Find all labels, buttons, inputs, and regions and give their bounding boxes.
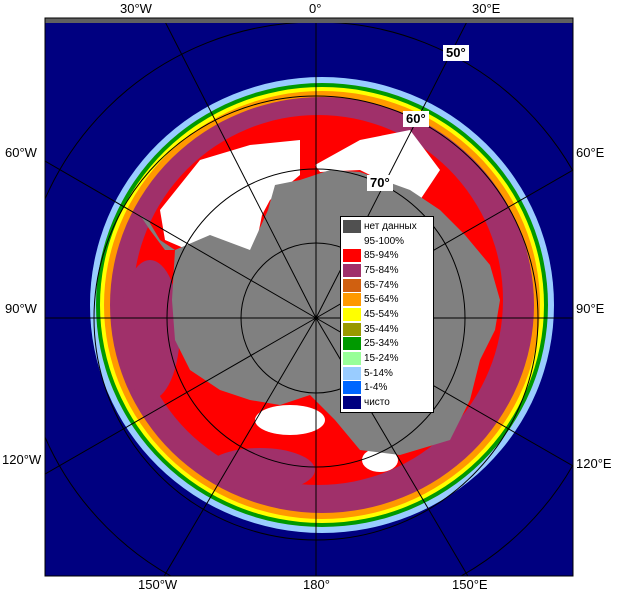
ice-zone-95-100-ross-east [362,448,398,472]
ice-zone-95-100-weddell [160,140,300,255]
legend-item: нет данных [343,219,433,234]
legend-label: 5-14% [364,367,393,379]
legend-label: 15-24% [364,353,399,365]
lat-label-70: 70° [367,175,393,191]
lon-label-90w: 90°W [5,301,37,316]
legend-swatch [343,352,361,366]
legend-swatch [343,263,361,277]
lon-label-180: 180° [303,577,330,592]
legend-label: 25-34% [364,338,399,350]
concentration-legend: нет данных 95-100% 85-94% 75-84% 65-74% 55-64… [340,216,434,413]
legend-item: 5-14% [343,366,433,381]
legend-swatch [343,322,361,336]
legend-swatch [343,366,361,380]
map-frame [44,17,574,577]
legend-item: 35-44% [343,322,433,337]
legend-swatch [343,219,361,233]
legend-item: 75-84% [343,263,433,278]
legend-item: 45-54% [343,307,433,322]
lon-label-60w: 60°W [5,145,37,160]
legend-item: 25-34% [343,337,433,352]
lon-label-120e: 120°E [576,456,612,471]
legend-label: 65-74% [364,279,399,291]
lat-label-50: 50° [443,45,469,61]
lat-label-60: 60° [403,111,429,127]
lon-label-30w: 30°W [120,1,152,16]
legend-item: чисто [343,395,433,410]
antarctic-peninsula [140,215,175,250]
legend-label: 45-54% [364,308,399,320]
legend-swatch [343,249,361,263]
legend-label: 1-4% [364,382,388,394]
ice-zone-95-100-ross [255,405,325,435]
legend-swatch [343,278,361,292]
legend-swatch [343,381,361,395]
legend-label: чисто [364,397,390,409]
frame-top-band [45,18,573,23]
lon-label-30e: 30°E [472,1,501,16]
lon-label-0: 0° [309,1,322,16]
legend-item: 15-24% [343,351,433,366]
legend-item: 1-4% [343,381,433,396]
legend-label: 55-64% [364,294,399,306]
legend-swatch [343,337,361,351]
legend-item: 65-74% [343,278,433,293]
lon-label-60e: 60°E [576,145,605,160]
legend-label: 75-84% [364,264,399,276]
lon-label-120w: 120°W [2,452,42,467]
lon-label-90e: 90°E [576,301,605,316]
lon-label-150w: 150°W [138,577,178,592]
legend-label: 35-44% [364,323,399,335]
legend-swatch [343,234,361,248]
ice-zone-95-100-east [315,130,440,200]
ice-patch-purple-south [205,448,315,492]
legend-label: 85-94% [364,250,399,262]
legend-item: 85-94% [343,248,433,263]
legend-item: 95-100% [343,234,433,249]
legend-swatch [343,293,361,307]
legend-swatch [343,307,361,321]
lon-label-150e: 150°E [452,577,488,592]
legend-label: нет данных [364,220,417,232]
ice-patch-purple-west [120,260,180,400]
legend-item: 55-64% [343,292,433,307]
legend-label: 95-100% [364,235,405,247]
legend-swatch [343,396,361,410]
